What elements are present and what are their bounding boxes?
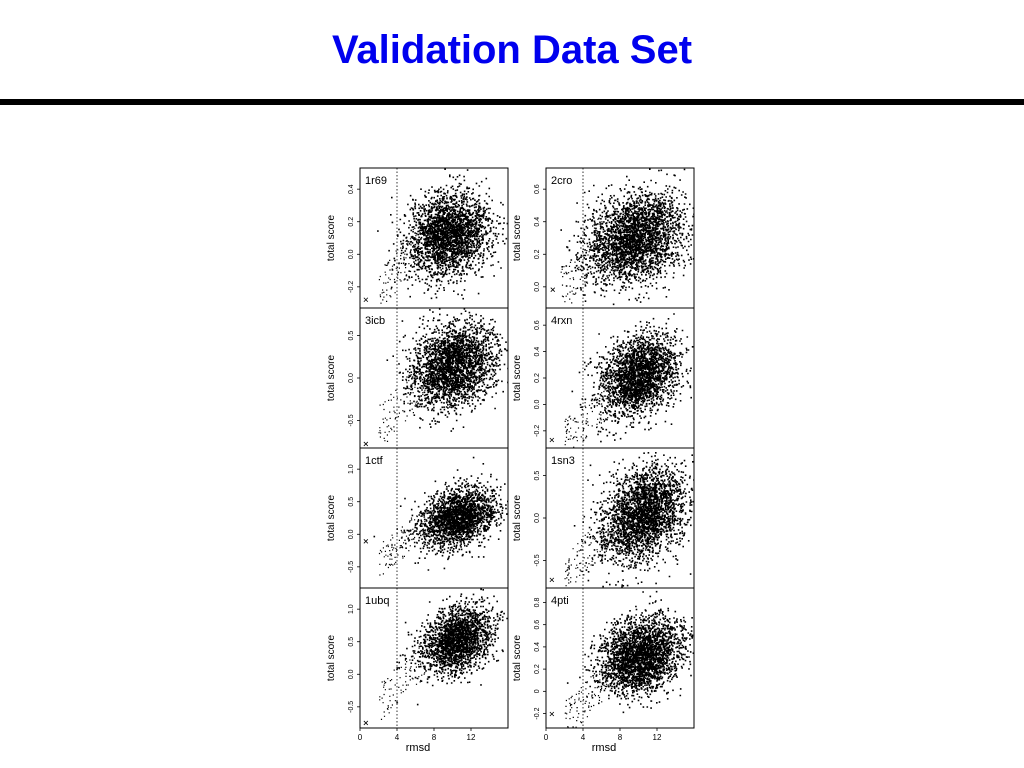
x-tick-label: 4: [395, 733, 400, 742]
y-tick-label: 0.0: [534, 513, 541, 523]
y-tick-label: 0.6: [534, 184, 541, 194]
y-tick-label: -0.5: [348, 701, 355, 713]
y-axis-label: total score: [512, 494, 523, 541]
y-tick-label: 0.0: [348, 249, 355, 259]
panel-label: 4rxn: [551, 315, 572, 327]
y-tick-label: 0.6: [534, 620, 541, 630]
scatter-points: [564, 313, 694, 448]
scatter-panel-4pti: 4pti -0.2 0 0.2 0.4 0.6 0.8 total score 0 4 8 12 rms…: [512, 587, 695, 754]
scatter-panel-1ctf: 1ctf -0.5 0.0 0.5 1.0 total score: [326, 447, 509, 589]
panel-label: 3icb: [365, 315, 385, 327]
x-tick-label: 4: [581, 733, 586, 742]
y-tick-label: 0.0: [348, 669, 355, 679]
y-tick-label: -0.5: [534, 554, 541, 566]
scatter-panel-2cro: 2cro 0.0 0.2 0.4 0.6 total score: [512, 167, 695, 309]
native-structure-marker: [363, 441, 369, 447]
y-tick-label: 0.0: [534, 399, 541, 409]
point-cloud: [560, 168, 694, 306]
y-tick-label: -0.2: [534, 425, 541, 437]
y-tick-label: 1.0: [348, 604, 355, 614]
scatter-panel-1sn3: 1sn3 -0.5 0.0 0.5 total score: [512, 447, 695, 589]
point-cloud: [379, 588, 508, 720]
y-axis-label: total score: [512, 634, 523, 681]
x-tick-label: 8: [432, 733, 437, 742]
panel-label: 1ubq: [365, 595, 389, 607]
native-structure-marker: [363, 720, 369, 726]
x-tick-label: 0: [358, 733, 363, 742]
scatter-panel-1ubq: 1ubq -0.5 0.0 0.5 1.0 total score 0 4 8 12 rmsd: [326, 587, 509, 754]
y-tick-label: -0.5: [348, 414, 355, 426]
point-cloud: [377, 168, 508, 304]
y-tick-label: -0.2: [348, 281, 355, 293]
y-tick-label: 0.5: [348, 331, 355, 341]
slide-title: Validation Data Set: [331, 28, 693, 72]
x-tick-label: 0: [544, 733, 549, 742]
y-tick-label: 0.4: [534, 217, 541, 227]
native-structure-marker: [549, 437, 555, 443]
y-axis-label: total score: [326, 634, 337, 681]
panel-label: 1ctf: [365, 455, 384, 467]
point-cloud: [564, 590, 694, 728]
y-tick-label: 0.4: [534, 347, 541, 357]
native-structure-marker: [549, 577, 555, 583]
point-cloud: [564, 313, 694, 448]
native-structure-marker: [363, 297, 369, 303]
panel-label: 1sn3: [551, 455, 575, 467]
panel-label: 2cro: [551, 175, 572, 187]
y-tick-label: 0: [534, 689, 541, 693]
scatter-points: [379, 588, 508, 720]
y-axis-label: total score: [512, 214, 523, 261]
y-tick-label: 0.5: [348, 637, 355, 647]
y-tick-label: 0.0: [348, 529, 355, 539]
y-axis-label: total score: [326, 354, 337, 401]
y-tick-label: -0.2: [534, 707, 541, 719]
scatter-points: [564, 590, 694, 728]
y-axis-label: total score: [512, 354, 523, 401]
y-tick-label: 0.2: [534, 249, 541, 259]
y-tick-label: 0.5: [348, 497, 355, 507]
x-tick-label: 12: [467, 733, 476, 742]
scatter-panel-1r69: 1r69 -0.2 0.0 0.2 0.4 total score: [326, 167, 509, 309]
x-tick-label: 12: [653, 733, 662, 742]
y-tick-label: 0.4: [534, 642, 541, 652]
native-structure-marker: [550, 287, 556, 292]
y-tick-label: 0.6: [534, 320, 541, 330]
y-tick-label: 0.0: [348, 373, 355, 383]
scatter-panel-3icb: 3icb -0.5 0.0 0.5 total score: [326, 307, 509, 449]
y-axis-label: total score: [326, 494, 337, 541]
native-structure-marker: [363, 539, 369, 544]
y-tick-label: 1.0: [348, 464, 355, 474]
scatter-points: [378, 308, 508, 442]
scatter-points: [373, 456, 508, 576]
scatter-panel-4rxn: 4rxn -0.2 0.0 0.2 0.4 0.6 total score: [512, 307, 695, 449]
panel-label: 4pti: [551, 595, 569, 607]
x-axis-label: rmsd: [592, 742, 616, 754]
y-tick-label: 0.8: [534, 597, 541, 607]
y-tick-label: 0.2: [534, 664, 541, 674]
x-tick-label: 8: [618, 733, 623, 742]
y-tick-label: 0.2: [348, 217, 355, 227]
point-cloud: [378, 308, 508, 442]
y-tick-label: -0.5: [348, 561, 355, 573]
point-cloud: [564, 448, 694, 588]
scatter-points: [377, 168, 508, 304]
x-axis-label: rmsd: [406, 742, 430, 754]
y-tick-label: 0.5: [534, 471, 541, 481]
scatter-points: [560, 168, 694, 306]
point-cloud: [373, 456, 508, 576]
panel-label: 1r69: [365, 175, 387, 187]
y-tick-label: 0.2: [534, 373, 541, 383]
y-tick-label: 0.4: [348, 184, 355, 194]
y-axis-label: total score: [326, 214, 337, 261]
y-tick-label: 0.0: [534, 282, 541, 292]
native-structure-marker: [549, 711, 555, 717]
title-divider: [0, 99, 1024, 105]
scatter-points: [564, 448, 694, 588]
